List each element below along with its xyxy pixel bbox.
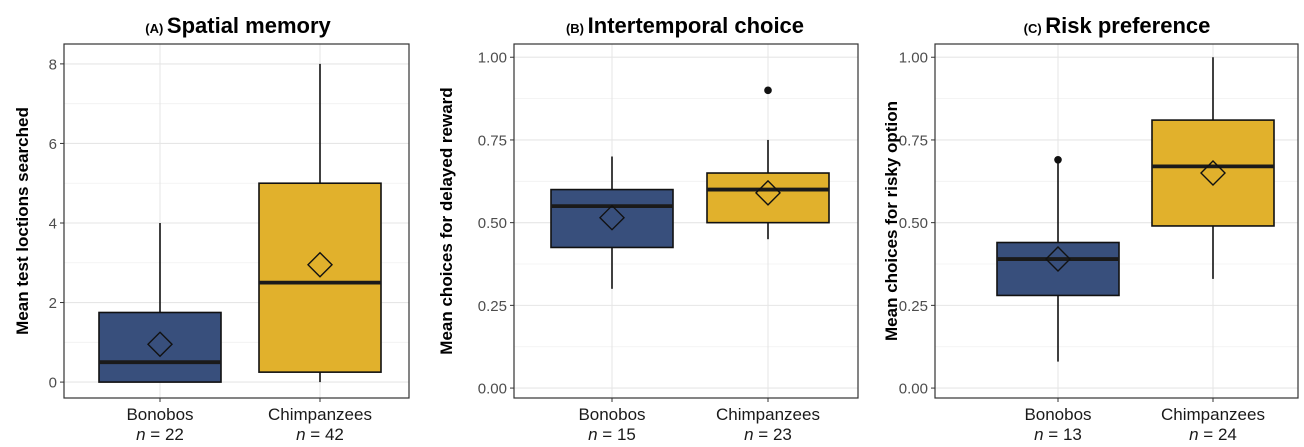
- panel-title-text: Intertemporal choice: [588, 13, 804, 38]
- y-tick-label: 0.25: [478, 298, 507, 315]
- y-tick-label: 0.50: [478, 215, 507, 232]
- sample-size-label: n = 13: [1034, 425, 1082, 444]
- sample-size-value: 13: [1063, 425, 1082, 444]
- sample-size-symbol: n: [1034, 425, 1043, 444]
- plot-border: [934, 43, 1299, 399]
- plot-border: [63, 43, 410, 399]
- panel-title: (C) Risk preference: [1024, 13, 1211, 38]
- panel-title: (B) Intertemporal choice: [566, 13, 804, 38]
- chart-panel: (B) Intertemporal choice 0.00 0.25 0.50 0.75…: [437, 13, 859, 444]
- outlier-point: [764, 86, 772, 95]
- sample-size-equals: =: [1199, 425, 1218, 444]
- y-tick-label: 0.00: [478, 381, 507, 398]
- x-tick-label: Bonobos: [1024, 405, 1091, 424]
- sample-size-value: 23: [773, 425, 792, 444]
- sample-size-equals: =: [146, 425, 165, 444]
- y-tick-label: 6: [49, 136, 57, 153]
- y-tick-label: 0.75: [899, 132, 928, 149]
- y-tick-label: 0.00: [899, 381, 928, 398]
- panel-title: (A) Spatial memory: [145, 13, 331, 38]
- mean-marker: [147, 331, 173, 358]
- x-tick-label: Chimpanzees: [1161, 405, 1265, 424]
- mean-marker: [599, 204, 625, 231]
- sample-size-equals: =: [306, 425, 325, 444]
- sample-size-label: n = 24: [1189, 425, 1237, 444]
- sample-size-value: 22: [165, 425, 184, 444]
- chart-panel: (C) Risk preference 0.00 0.25 0.50 0.75 1.00 B…: [882, 13, 1299, 444]
- box: [550, 188, 674, 249]
- sample-size-symbol: n: [136, 425, 145, 444]
- x-tick-label: Chimpanzees: [716, 405, 820, 424]
- panel-tag: (B): [566, 21, 584, 36]
- sample-size-equals: =: [1044, 425, 1063, 444]
- sample-size-symbol: n: [588, 425, 597, 444]
- mean-marker: [1045, 246, 1071, 273]
- y-tick-label: 8: [49, 56, 57, 73]
- panel-tag: (A): [145, 21, 163, 36]
- mean-marker: [1200, 160, 1226, 187]
- sample-size-symbol: n: [296, 425, 305, 444]
- mean-marker: [755, 179, 781, 206]
- box: [1151, 119, 1275, 227]
- sample-size-label: n = 23: [744, 425, 792, 444]
- y-tick-label: 4: [49, 215, 57, 232]
- x-tick-label: Chimpanzees: [268, 405, 372, 424]
- x-tick-label: Bonobos: [578, 405, 645, 424]
- y-axis-label: Mean choices for risky option: [882, 101, 901, 341]
- box: [98, 311, 222, 383]
- outlier-point: [1054, 155, 1062, 164]
- sample-size-symbol: n: [744, 425, 753, 444]
- panel-title-text: Risk preference: [1045, 13, 1210, 38]
- box-group: [996, 155, 1120, 362]
- box-group: [98, 222, 222, 383]
- sample-size-equals: =: [598, 425, 617, 444]
- sample-size-value: 15: [617, 425, 636, 444]
- y-tick-label: 0.25: [899, 298, 928, 315]
- y-axis-label: Mean test loctions searched: [13, 107, 32, 335]
- panel-tag: (C): [1024, 21, 1042, 36]
- y-tick-label: 1.00: [478, 50, 507, 67]
- sample-size-value: 24: [1218, 425, 1237, 444]
- y-tick-label: 0.75: [478, 132, 507, 149]
- y-tick-label: 0.50: [899, 215, 928, 232]
- sample-size-symbol: n: [1189, 425, 1198, 444]
- x-tick-label: Bonobos: [126, 405, 193, 424]
- sample-size-equals: =: [754, 425, 773, 444]
- mean-marker: [307, 251, 333, 278]
- box-group: [258, 63, 382, 383]
- box-group: [1151, 57, 1275, 279]
- box-group: [550, 156, 674, 289]
- sample-size-value: 42: [325, 425, 344, 444]
- panel-title-text: Spatial memory: [167, 13, 332, 38]
- plot-border: [513, 43, 859, 399]
- y-tick-label: 1.00: [899, 50, 928, 67]
- y-tick-label: 2: [49, 295, 57, 312]
- sample-size-label: n = 15: [588, 425, 636, 444]
- sample-size-label: n = 22: [136, 425, 184, 444]
- y-axis-label: Mean choices for delayed reward: [437, 87, 456, 354]
- sample-size-label: n = 42: [296, 425, 344, 444]
- y-tick-label: 0: [49, 375, 57, 392]
- box-group: [706, 86, 830, 240]
- box: [996, 241, 1120, 297]
